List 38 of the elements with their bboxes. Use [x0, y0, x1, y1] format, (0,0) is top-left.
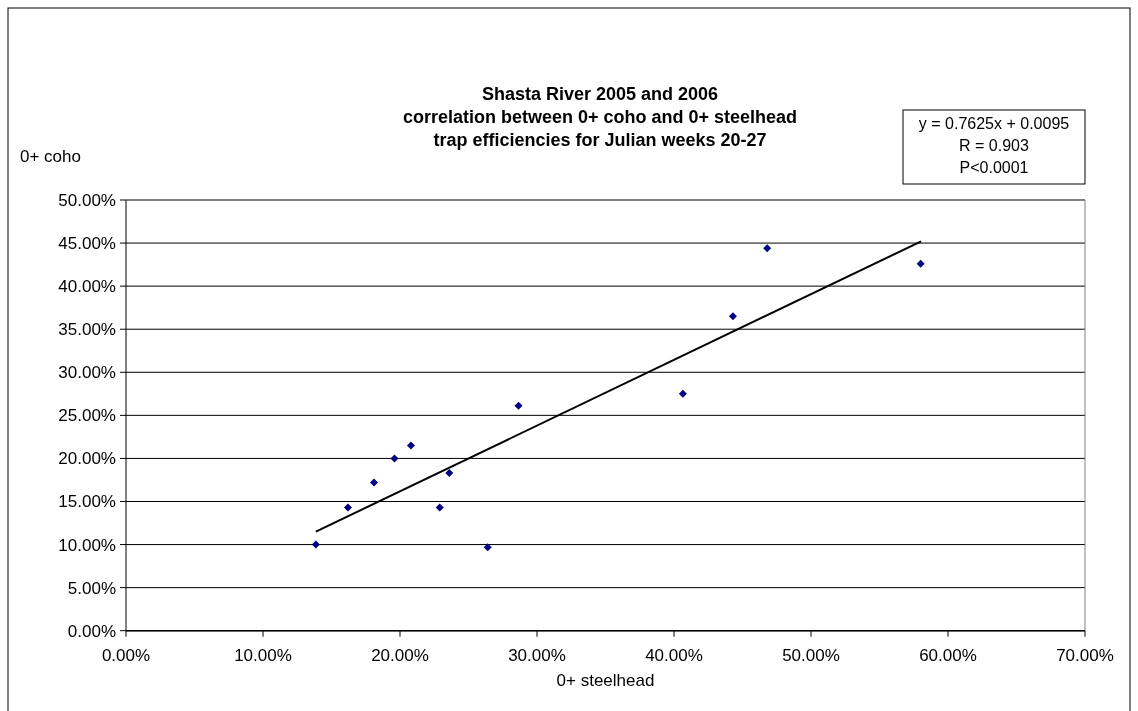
y-tick-label: 30.00%: [58, 363, 116, 383]
y-tick-label: 10.00%: [58, 535, 116, 555]
y-tick-label: 50.00%: [58, 190, 116, 210]
x-tick-label: 40.00%: [645, 645, 703, 665]
x-tick-label: 70.00%: [1056, 645, 1114, 665]
point: [343, 503, 352, 512]
chart-title: Shasta River 2005 and 2006 correlation between 0+ coho and 0+ steelhead trap efficiencies for Julian weeks 20-27: [402, 84, 798, 150]
x-tick-label: 20.00%: [371, 645, 429, 665]
point: [311, 540, 320, 549]
y-tick-label: 15.00%: [58, 492, 116, 512]
x-tick-label: 60.00%: [919, 645, 977, 665]
y-tick-label: 25.00%: [58, 406, 116, 426]
point: [390, 454, 399, 463]
x-tick-label: 30.00%: [508, 645, 566, 665]
point: [728, 312, 737, 321]
text: R = 0.903: [959, 137, 1030, 154]
point: [678, 389, 687, 398]
point: [435, 503, 444, 512]
y-tick-label: 20.00%: [58, 449, 116, 469]
x-axis-title: 0+ steelhead: [556, 670, 655, 690]
point: [916, 259, 925, 268]
y-tick-label: 45.00%: [58, 234, 116, 254]
point: [445, 469, 454, 478]
y-tick-label: 40.00%: [58, 277, 116, 297]
text: y = 0.7625x + 0.0095: [918, 115, 1070, 132]
y-axis-title: 0+ coho: [20, 147, 81, 166]
point: [369, 478, 378, 487]
x-tick-label: 0.00%: [101, 645, 151, 665]
point: [763, 244, 772, 253]
x-tick-label: 10.00%: [234, 645, 292, 665]
point: [483, 543, 492, 552]
point: [406, 441, 415, 450]
y-tick-label: 5.00%: [67, 578, 116, 598]
x-tick-label: 50.00%: [782, 645, 840, 665]
text: P<0.0001: [959, 159, 1029, 176]
y-tick-label: 0.00%: [67, 621, 116, 641]
y-tick-label: 35.00%: [58, 320, 116, 340]
point: [514, 401, 523, 410]
